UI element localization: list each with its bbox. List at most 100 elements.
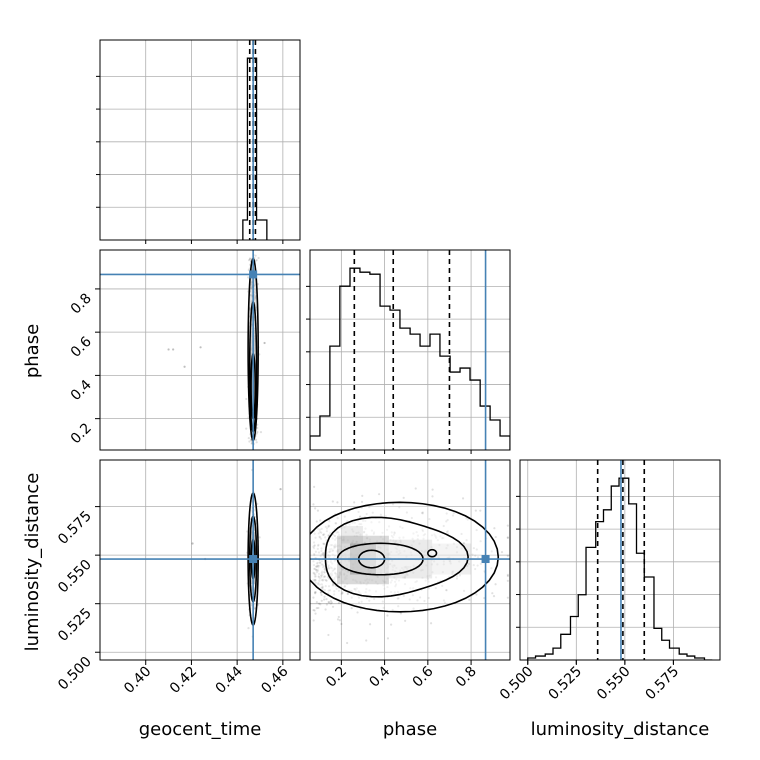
sample-point bbox=[434, 586, 437, 590]
sample-point bbox=[455, 546, 459, 549]
sample-point bbox=[338, 572, 342, 575]
sample-point bbox=[475, 528, 478, 532]
sample-point bbox=[500, 551, 504, 554]
sample-point bbox=[333, 544, 336, 547]
sample-point bbox=[355, 540, 358, 544]
sample-point bbox=[317, 575, 320, 578]
sample-point bbox=[368, 623, 372, 626]
sample-point bbox=[313, 567, 316, 570]
sample-point bbox=[322, 553, 325, 556]
sample-point bbox=[388, 563, 391, 566]
sample-point bbox=[344, 584, 347, 587]
sample-point bbox=[321, 579, 324, 582]
sample-point bbox=[412, 607, 415, 610]
sample-point bbox=[336, 618, 340, 621]
sample-point bbox=[393, 591, 396, 594]
sample-point bbox=[327, 589, 330, 592]
sample-point bbox=[363, 530, 366, 533]
sample-point bbox=[439, 535, 442, 538]
sample-point bbox=[345, 577, 348, 580]
sample-point bbox=[333, 593, 336, 596]
sample-point bbox=[250, 341, 253, 344]
sample-point bbox=[322, 575, 325, 579]
sample-point bbox=[314, 536, 317, 539]
sample-point bbox=[381, 550, 384, 553]
sample-point bbox=[333, 590, 336, 593]
sample-point bbox=[421, 511, 424, 514]
sample-point bbox=[316, 564, 319, 567]
sample-point bbox=[341, 592, 344, 595]
sample-point bbox=[398, 506, 401, 509]
sample-point bbox=[250, 442, 253, 445]
sample-point bbox=[337, 548, 340, 552]
sample-point bbox=[403, 576, 407, 580]
sample-point bbox=[315, 569, 318, 572]
sample-point bbox=[317, 551, 321, 554]
sample-point bbox=[371, 511, 374, 514]
sample-point bbox=[333, 547, 336, 550]
sample-point bbox=[342, 538, 345, 541]
sample-point bbox=[334, 546, 337, 549]
sample-point bbox=[351, 539, 355, 542]
sample-point bbox=[324, 585, 327, 588]
sample-point bbox=[430, 546, 433, 549]
sample-point bbox=[378, 567, 381, 571]
sample-point bbox=[320, 547, 323, 550]
sample-point bbox=[445, 547, 448, 550]
sample-point bbox=[322, 533, 325, 536]
sample-point bbox=[372, 532, 375, 536]
sample-point bbox=[429, 622, 433, 625]
sample-point bbox=[328, 554, 331, 557]
sample-point bbox=[462, 542, 465, 545]
ytick-label-luminosity_distance: 0.575 bbox=[55, 508, 95, 548]
sample-point bbox=[250, 287, 253, 290]
sample-point bbox=[350, 607, 353, 610]
sample-point bbox=[314, 578, 317, 581]
sample-point bbox=[506, 579, 509, 582]
sample-point bbox=[353, 521, 356, 524]
sample-point bbox=[479, 562, 482, 565]
sample-point bbox=[316, 570, 319, 573]
sample-point bbox=[376, 575, 380, 579]
sample-point bbox=[416, 537, 419, 541]
sample-point bbox=[253, 340, 256, 343]
sample-point bbox=[338, 575, 341, 579]
sample-point bbox=[449, 560, 452, 563]
sample-point bbox=[445, 520, 448, 523]
sample-point bbox=[359, 582, 362, 585]
sample-point bbox=[344, 576, 347, 579]
sample-point bbox=[316, 561, 319, 564]
sample-point bbox=[426, 577, 429, 580]
sample-point bbox=[312, 572, 316, 575]
sample-point bbox=[399, 551, 402, 555]
sample-point bbox=[346, 641, 349, 645]
sample-point bbox=[329, 550, 332, 553]
sample-point bbox=[337, 615, 340, 619]
sample-point bbox=[366, 578, 369, 581]
sample-point bbox=[329, 602, 332, 605]
xtick-label-luminosity_distance: 0.550 bbox=[594, 664, 634, 704]
sample-point bbox=[376, 556, 379, 559]
sample-point bbox=[340, 573, 343, 576]
sample-point bbox=[255, 432, 258, 435]
sample-point bbox=[325, 530, 329, 533]
sample-point bbox=[313, 552, 316, 556]
sample-point bbox=[355, 587, 358, 590]
sample-point bbox=[360, 600, 363, 603]
sample-point bbox=[435, 536, 438, 539]
sample-point bbox=[395, 578, 398, 581]
sample-point bbox=[379, 547, 382, 550]
sample-point bbox=[334, 580, 337, 583]
sample-point bbox=[312, 571, 315, 574]
sample-point bbox=[314, 507, 317, 510]
sample-point bbox=[385, 567, 389, 570]
sample-point bbox=[427, 587, 431, 590]
sample-point bbox=[353, 588, 357, 591]
sample-point bbox=[364, 579, 367, 582]
sample-point bbox=[420, 511, 424, 515]
truth-marker bbox=[249, 270, 258, 279]
sample-point bbox=[399, 570, 402, 573]
ytick-label-luminosity_distance: 0.550 bbox=[55, 557, 95, 597]
sample-point bbox=[387, 525, 391, 528]
sample-point bbox=[320, 599, 323, 602]
